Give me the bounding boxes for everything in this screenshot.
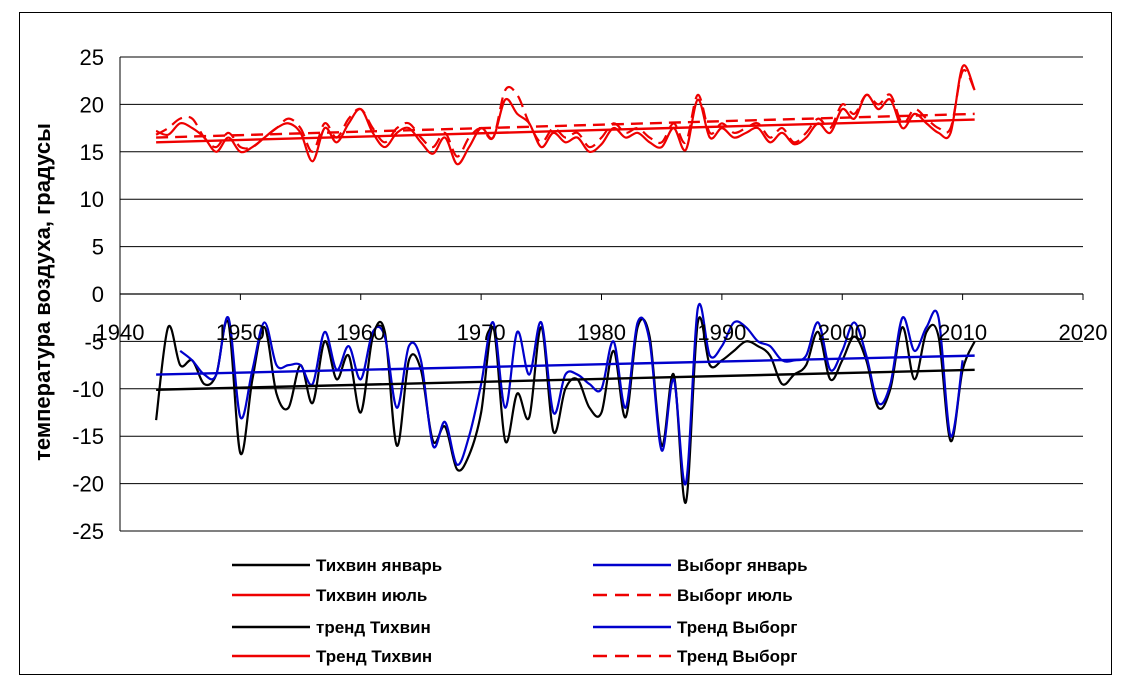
x-tick-label: 1950 (216, 320, 265, 345)
legend-label: Тренд Тихвин (316, 647, 432, 666)
trend-line-6 (156, 118, 975, 144)
axes (119, 57, 1084, 531)
trend-line-4 (156, 368, 975, 391)
legend-label: Выборг июль (677, 586, 793, 605)
x-tick-label: 1940 (96, 320, 145, 345)
y-tick-label: -25 (72, 519, 104, 544)
legend-label: тренд Тихвин (316, 618, 431, 637)
trend-line-7 (156, 112, 975, 139)
series-line-2 (155, 64, 976, 166)
tick-labels: 25 20 15 10 5 0 -5 -10 -15 -20 -25 1940 1950 1960 1970… (72, 45, 1107, 544)
x-tick-label: 2000 (818, 320, 867, 345)
series-line-3 (155, 68, 976, 158)
trend-line-5 (156, 354, 975, 376)
y-tick-label: 10 (80, 187, 104, 212)
legend-label: Тренд Выборг (677, 618, 798, 637)
x-tick-label: 2010 (938, 320, 987, 345)
series-line-1 (179, 303, 964, 486)
y-tick-label: 20 (80, 92, 104, 117)
y-tick-label: -10 (72, 377, 104, 402)
x-tick-label: 1960 (336, 320, 385, 345)
legend-label: Тренд Выборг (677, 647, 798, 666)
x-tick-label: 2020 (1059, 320, 1108, 345)
x-tick-label: 1990 (697, 320, 746, 345)
legend-label: Тихвин июль (316, 586, 427, 605)
chart-frame (19, 12, 1112, 675)
x-tick-label: 1980 (577, 320, 626, 345)
series-lines (155, 64, 976, 504)
y-tick-label: 15 (80, 140, 104, 165)
y-tick-label: 25 (80, 45, 104, 70)
legend-label: Выборг январь (677, 556, 808, 575)
y-tick-label: -20 (72, 472, 104, 497)
y-tick-label: -15 (72, 424, 104, 449)
x-tick-label: 1970 (457, 320, 506, 345)
series-line-0 (155, 316, 976, 504)
y-tick-label: 0 (92, 282, 104, 307)
y-axis-label: температура воздуха, градусы (30, 123, 55, 461)
y-tick-label: -5 (84, 329, 104, 354)
y-tick-label: 5 (92, 235, 104, 260)
legend: Тихвин январь Выборг январь Тихвин июль Выб… (232, 556, 808, 666)
legend-label: Тихвин январь (316, 556, 442, 575)
